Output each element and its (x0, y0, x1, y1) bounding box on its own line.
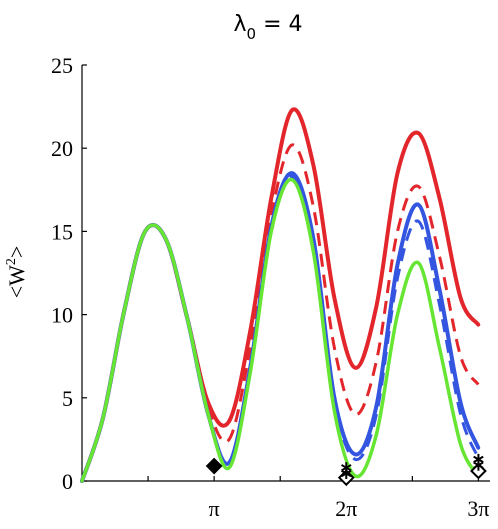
axes (81, 65, 490, 482)
asterisk-marker (473, 459, 484, 471)
y-ticks: 0 5 10 15 20 25 (51, 53, 87, 494)
y-tick-label: 25 (51, 53, 73, 78)
series-line-3 (80, 171, 481, 483)
y-tick-label: 5 (62, 386, 73, 411)
data-markers (205, 453, 487, 487)
filled-diamond-marker (205, 457, 223, 475)
series-line-4 (80, 175, 480, 482)
asterisk-marker (341, 468, 352, 480)
x-tick-label: π (209, 496, 220, 521)
chart-title: λ0 = 4 (234, 12, 303, 43)
x-ticks: π 2π 3π (147, 476, 489, 521)
series-line-1 (80, 107, 481, 483)
series-line-5 (80, 177, 480, 483)
y-tick-label: 10 (51, 303, 73, 328)
y-tick-label: 0 (62, 469, 73, 494)
y-tick-label: 20 (51, 136, 73, 161)
y-axis-label: <W2> (4, 246, 29, 299)
y-tick-label: 15 (51, 219, 73, 244)
x-tick-label: 2π (335, 496, 357, 521)
data-series (80, 107, 481, 483)
x-tick-label: 3π (467, 496, 489, 521)
